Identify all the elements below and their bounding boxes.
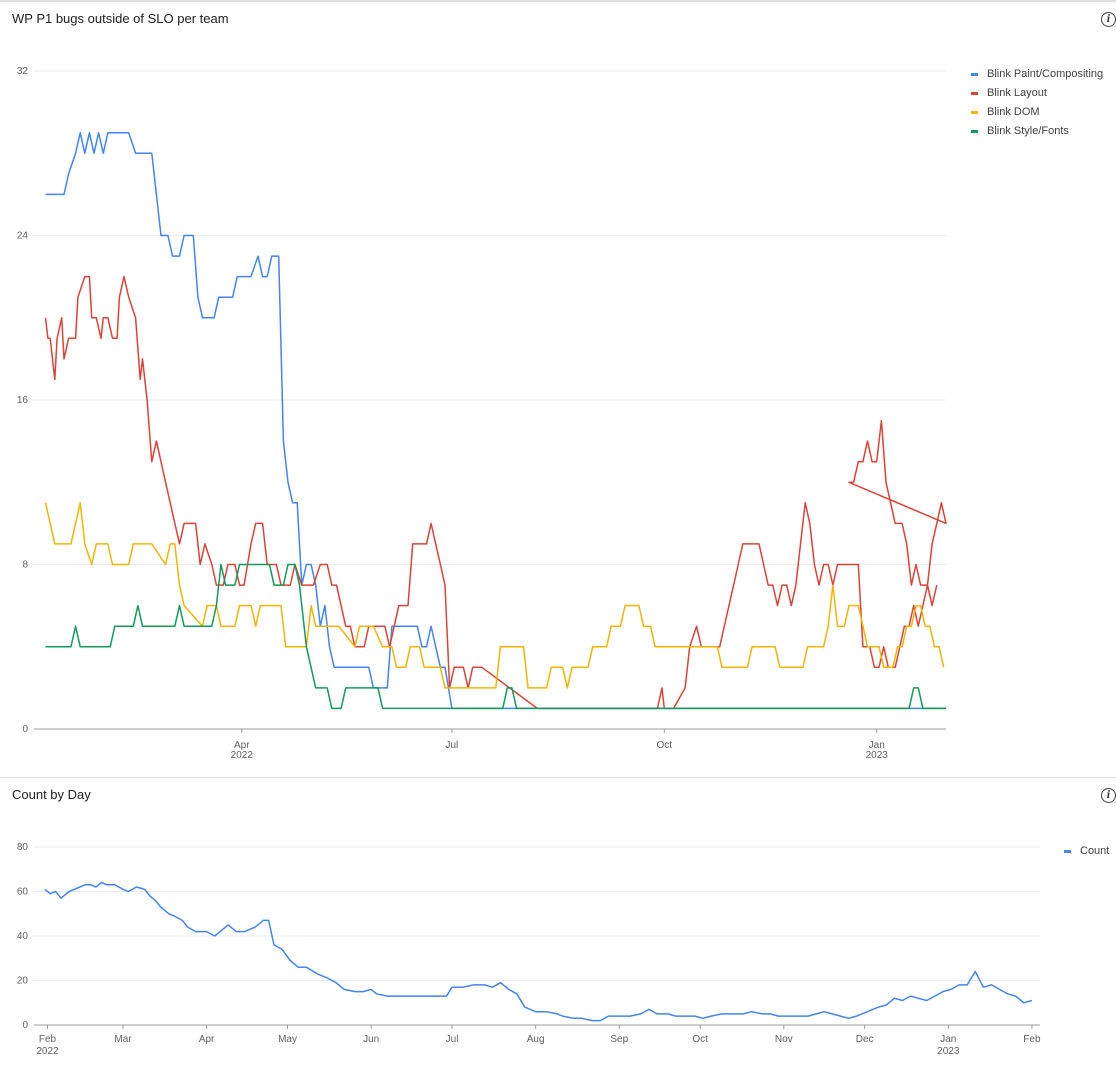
x-tick-label: Oct [692, 1034, 708, 1045]
y-tick-label: 80 [17, 842, 29, 853]
series-line [44, 502, 945, 689]
y-tick-label: 20 [17, 976, 29, 987]
x-tick-label: Apr [199, 1034, 215, 1045]
x-tick-label: Sep [610, 1034, 628, 1045]
legend-label[interactable]: Blink Style/Fonts [987, 125, 1069, 137]
y-tick-label: 16 [17, 395, 29, 406]
x-tick-label: Jun [363, 1034, 379, 1045]
legend-swatch [971, 73, 978, 76]
y-tick-label: 40 [17, 931, 29, 942]
series-line [45, 131, 946, 710]
panel-divider [0, 777, 1116, 778]
x-tick-label: Nov [775, 1034, 793, 1045]
legend-swatch [1064, 850, 1071, 853]
y-tick-label: 0 [22, 1020, 28, 1031]
panel-title-slo: WP P1 bugs outside of SLO per team [12, 11, 229, 26]
x-tick-label: Jul [446, 1034, 459, 1045]
legend-label[interactable]: Blink Paint/Compositing [987, 68, 1103, 80]
legend-swatch [971, 111, 978, 114]
x-tick-label: Jan [869, 740, 885, 751]
x-tick-label: May [278, 1034, 297, 1045]
x-tick-year-label: 2022 [36, 1046, 59, 1057]
x-tick-label: Apr [234, 740, 250, 751]
y-tick-label: 32 [17, 66, 29, 77]
legend-label[interactable]: Blink Layout [987, 87, 1047, 99]
x-tick-year-label: 2022 [231, 750, 254, 761]
info-icon[interactable]: i [1101, 12, 1116, 27]
top-border [0, 0, 1116, 2]
x-tick-label: Aug [527, 1034, 545, 1045]
series-line [44, 881, 1033, 1022]
legend-label[interactable]: Count [1080, 845, 1109, 857]
legend-swatch [971, 92, 978, 95]
x-tick-label: Oct [657, 740, 673, 751]
y-tick-label: 0 [22, 724, 28, 735]
series-line [45, 563, 946, 710]
y-tick-label: 60 [17, 887, 29, 898]
y-tick-label: 24 [17, 231, 29, 242]
x-tick-label: Mar [114, 1034, 132, 1045]
x-tick-label: Jan [940, 1034, 956, 1045]
panel-title-count: Count by Day [12, 787, 91, 802]
x-tick-label: Feb [1023, 1034, 1041, 1045]
legend-label[interactable]: Blink DOM [987, 106, 1040, 118]
x-tick-year-label: 2023 [866, 750, 889, 761]
series-line [44, 275, 947, 710]
x-tick-year-label: 2023 [937, 1046, 960, 1057]
y-tick-label: 8 [22, 560, 28, 571]
legend-swatch [971, 130, 978, 133]
x-tick-label: Jul [446, 740, 459, 751]
x-tick-label: Dec [856, 1034, 874, 1045]
x-tick-label: Feb [39, 1034, 57, 1045]
